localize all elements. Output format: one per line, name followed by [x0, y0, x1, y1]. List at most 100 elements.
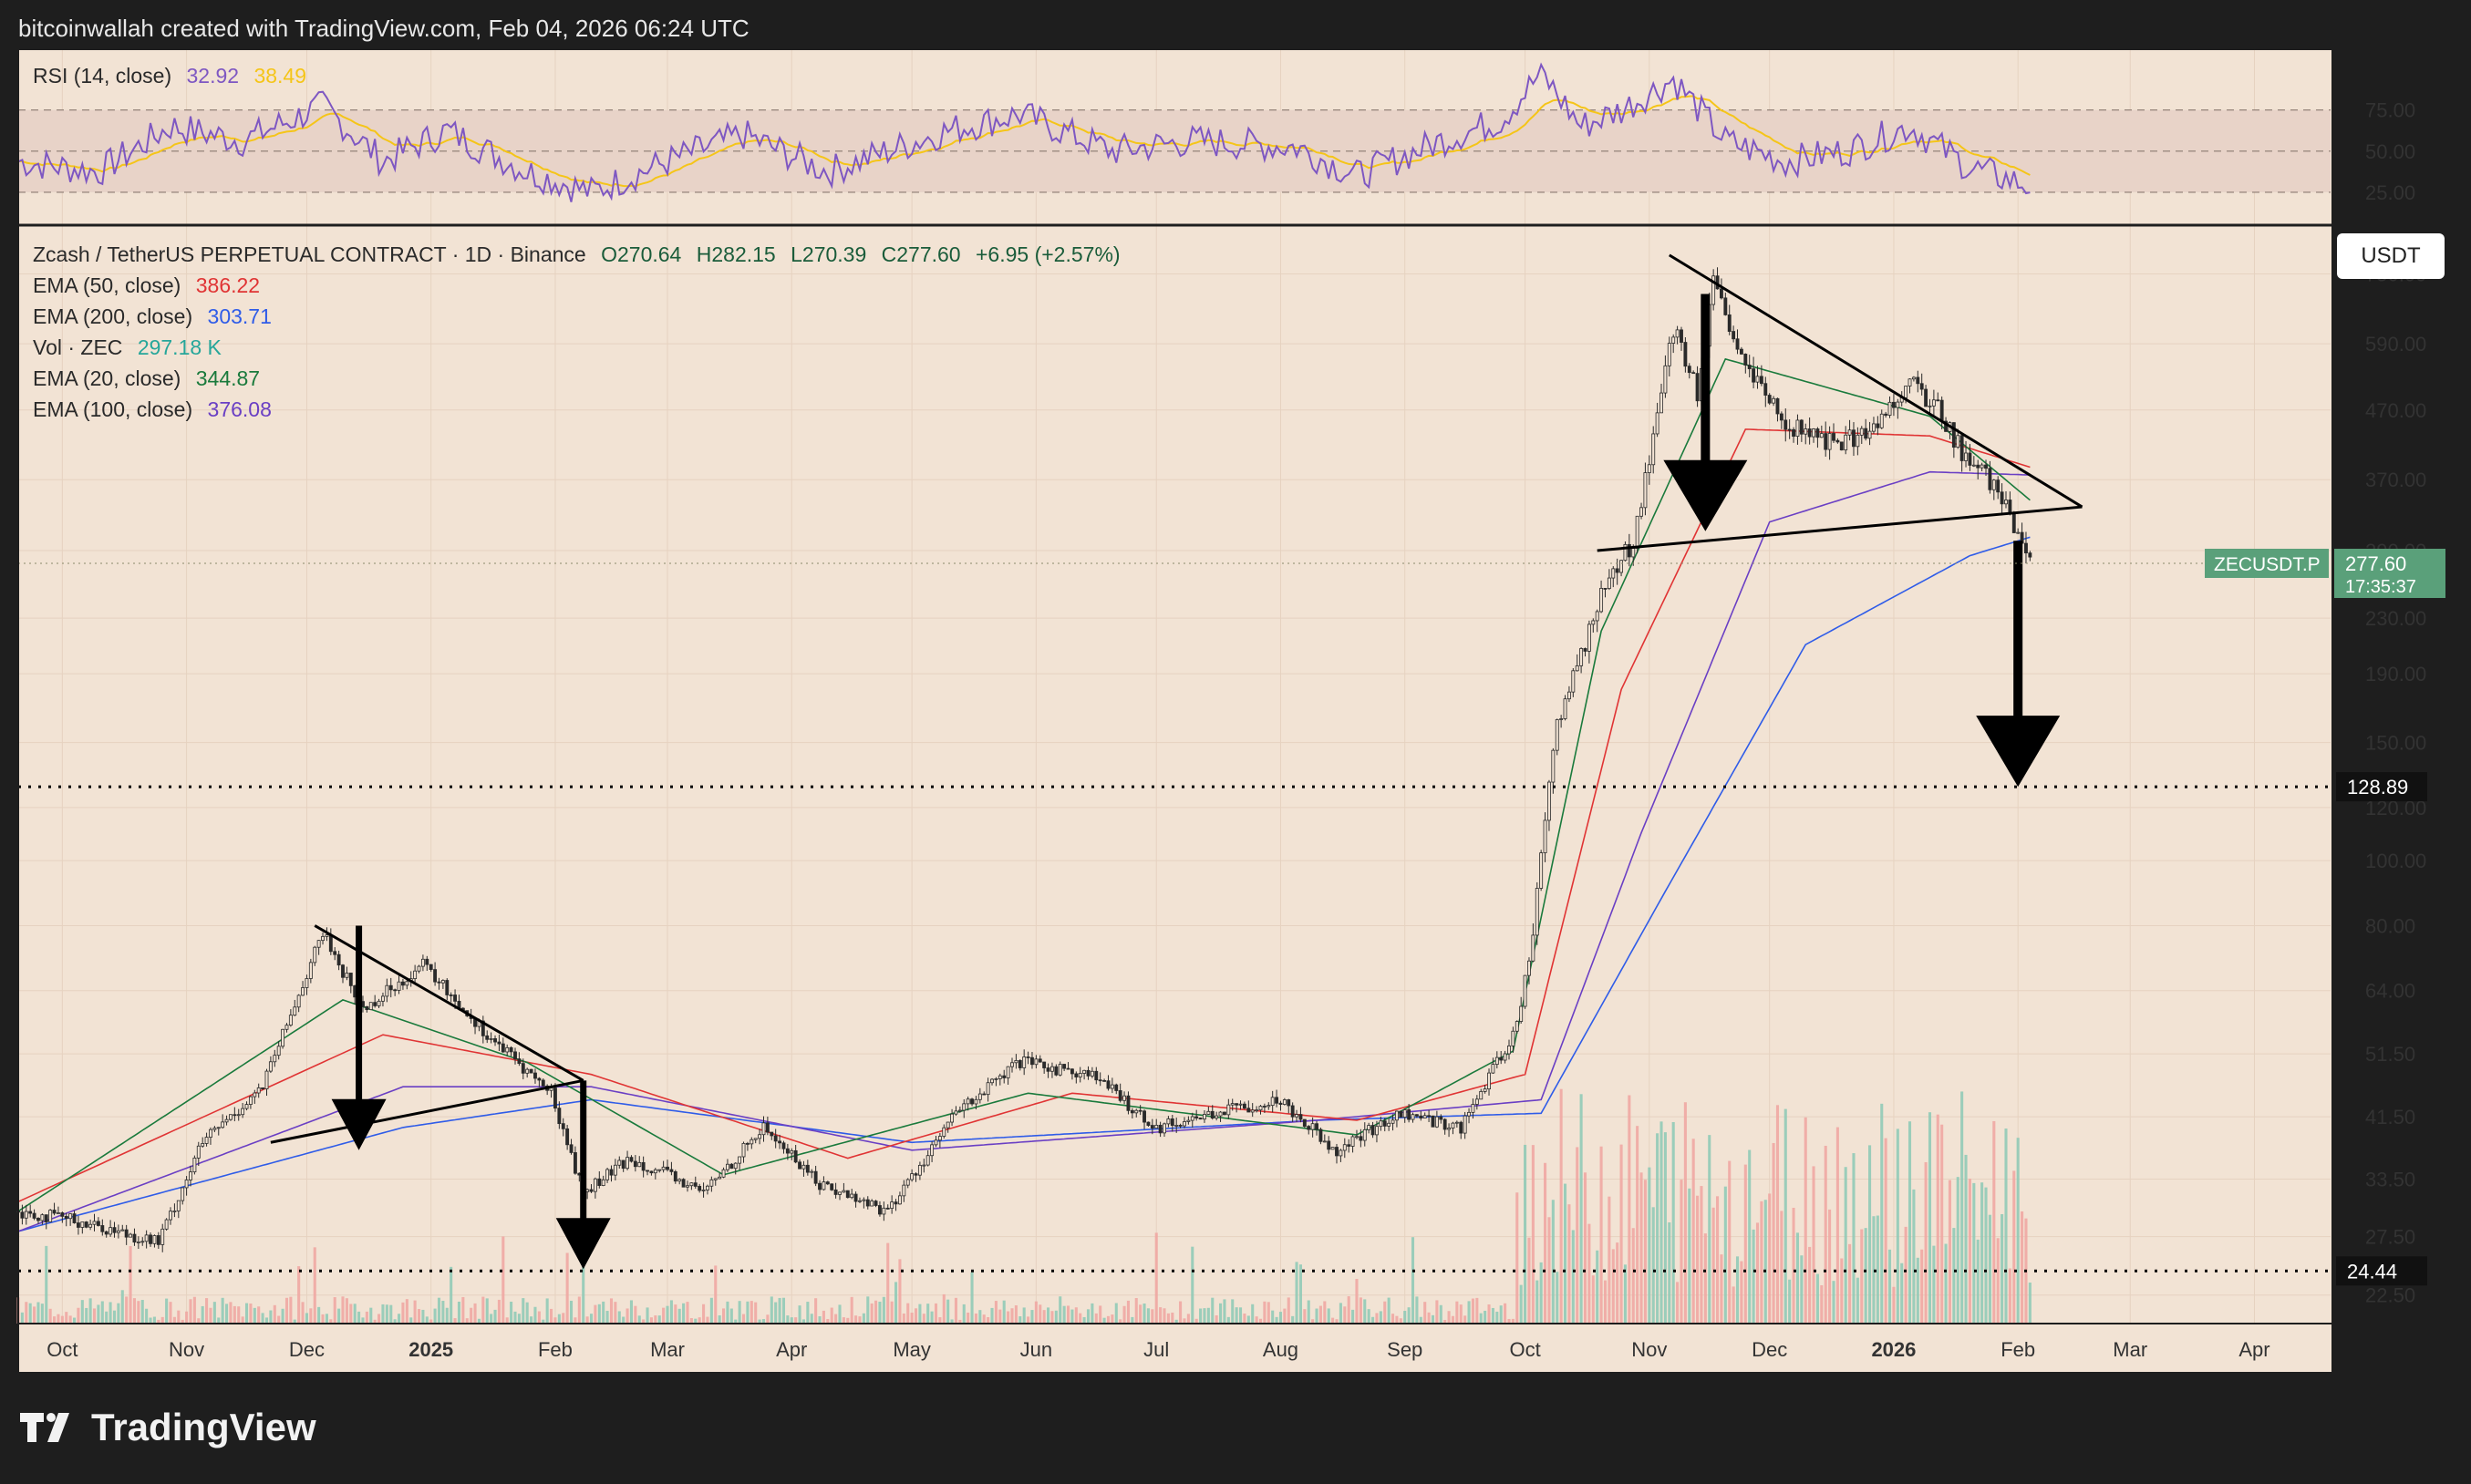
- volume-bar: [669, 1300, 673, 1324]
- ema100-legend[interactable]: EMA (100, close) 376.08: [33, 397, 281, 422]
- ohlc-high: H282.15: [696, 242, 776, 266]
- price-tick-label: 590.00: [2365, 333, 2426, 356]
- candle-down: [1959, 435, 1964, 461]
- volume-bar: [1111, 1314, 1114, 1324]
- volume-bar: [978, 1310, 982, 1324]
- candle-down: [1150, 1125, 1154, 1129]
- candle-up: [1859, 428, 1864, 436]
- volume-bar: [1223, 1299, 1226, 1324]
- candle-up: [1991, 479, 1996, 490]
- volume-bar: [241, 1316, 244, 1324]
- ema200-legend[interactable]: EMA (200, close) 303.71: [33, 304, 281, 329]
- volume-bar: [950, 1319, 954, 1324]
- volume-bar: [657, 1315, 661, 1324]
- candle-down: [104, 1231, 109, 1235]
- candle-down: [1126, 1095, 1131, 1111]
- volume-bar: [349, 1304, 353, 1324]
- volume-bar: [1703, 1233, 1707, 1324]
- candle-down: [853, 1193, 858, 1202]
- volume-bar: [666, 1305, 669, 1324]
- volume-bar: [726, 1301, 729, 1324]
- volume-bar: [738, 1301, 741, 1324]
- currency-button[interactable]: USDT: [2337, 233, 2445, 279]
- candle-down: [589, 1189, 594, 1192]
- volume-bar: [1908, 1121, 1912, 1324]
- candle-up: [1595, 611, 1599, 622]
- volume-bar: [1711, 1207, 1715, 1324]
- volume-bar: [585, 1316, 589, 1324]
- volume-bar: [1556, 1272, 1559, 1324]
- candle-up: [109, 1227, 113, 1235]
- volume-bar: [530, 1316, 533, 1324]
- candle-down: [1062, 1064, 1067, 1069]
- volume-bar: [1628, 1095, 1631, 1324]
- volume-bar: [729, 1308, 733, 1324]
- candle-down: [44, 1214, 48, 1222]
- candle-up: [1675, 329, 1680, 338]
- candle-up: [1856, 434, 1860, 448]
- volume-bar: [1795, 1232, 1799, 1324]
- volume-bar: [473, 1303, 477, 1324]
- candle-down: [1732, 331, 1736, 340]
- candle-up: [1342, 1144, 1347, 1151]
- volume-bar: [1792, 1207, 1795, 1324]
- volume-bar: [1659, 1121, 1663, 1324]
- ema50-value: 386.22: [195, 273, 261, 297]
- candle-up: [1230, 1103, 1235, 1106]
- volume-bar: [1419, 1316, 1422, 1324]
- volume-bar: [1547, 1217, 1551, 1324]
- candle-down: [1695, 373, 1700, 402]
- volume-bar: [1298, 1264, 1302, 1324]
- volume-bar: [1623, 1264, 1627, 1324]
- volume-bar: [1984, 1187, 1988, 1324]
- volume-legend[interactable]: Vol · ZEC 297.18 K: [33, 335, 231, 360]
- volume-bar: [1079, 1313, 1082, 1324]
- candle-up: [325, 934, 329, 937]
- volume-bar: [674, 1304, 677, 1324]
- volume-bar: [698, 1317, 701, 1324]
- volume-bar: [373, 1319, 377, 1324]
- candle-down: [633, 1160, 637, 1168]
- volume-bar: [105, 1311, 109, 1324]
- candle-up: [1122, 1095, 1126, 1101]
- tradingview-brand[interactable]: TradingView: [20, 1406, 316, 1449]
- candle-up: [1022, 1056, 1027, 1068]
- candle-down: [649, 1170, 654, 1174]
- volume-bar: [1599, 1146, 1603, 1324]
- candle-up: [201, 1143, 205, 1147]
- candle-down: [449, 994, 453, 996]
- rsi-value: 32.92: [186, 64, 240, 88]
- volume-bar: [333, 1297, 336, 1324]
- ema20-legend[interactable]: EMA (20, close) 344.87: [33, 366, 269, 391]
- volume-bar: [938, 1317, 942, 1324]
- candle-up: [713, 1178, 718, 1180]
- ema50-legend[interactable]: EMA (50, close) 386.22: [33, 273, 269, 298]
- volume-bar: [177, 1310, 181, 1324]
- candle-up: [241, 1108, 245, 1116]
- candle-up: [1827, 433, 1832, 450]
- candle-up: [405, 981, 409, 986]
- volume-bar: [1760, 1201, 1763, 1324]
- volume-bar: [1603, 1280, 1608, 1324]
- candle-down: [1919, 383, 1924, 390]
- volume-bar: [1519, 1284, 1523, 1324]
- volume-bar: [1936, 1114, 1939, 1324]
- volume-bar: [874, 1300, 878, 1324]
- symbol-legend[interactable]: Zcash / TetherUS PERPETUAL CONTRACT · 1D…: [33, 242, 1130, 267]
- volume-bar: [321, 1314, 325, 1324]
- candle-up: [897, 1195, 902, 1205]
- candle-down: [1026, 1056, 1030, 1058]
- candle-down: [778, 1140, 782, 1144]
- candle-up: [1571, 670, 1576, 693]
- volume-bar: [1363, 1299, 1367, 1324]
- trendline: [270, 1078, 584, 1144]
- price-tick-label: 41.50: [2365, 1106, 2415, 1128]
- candle-up: [1519, 1005, 1524, 1022]
- candle-up: [810, 1170, 814, 1173]
- candle-up: [2016, 531, 2021, 534]
- candle-up: [1507, 1046, 1511, 1055]
- candle-up: [977, 1093, 982, 1100]
- candle-down: [621, 1159, 626, 1170]
- candle-up: [1186, 1119, 1191, 1122]
